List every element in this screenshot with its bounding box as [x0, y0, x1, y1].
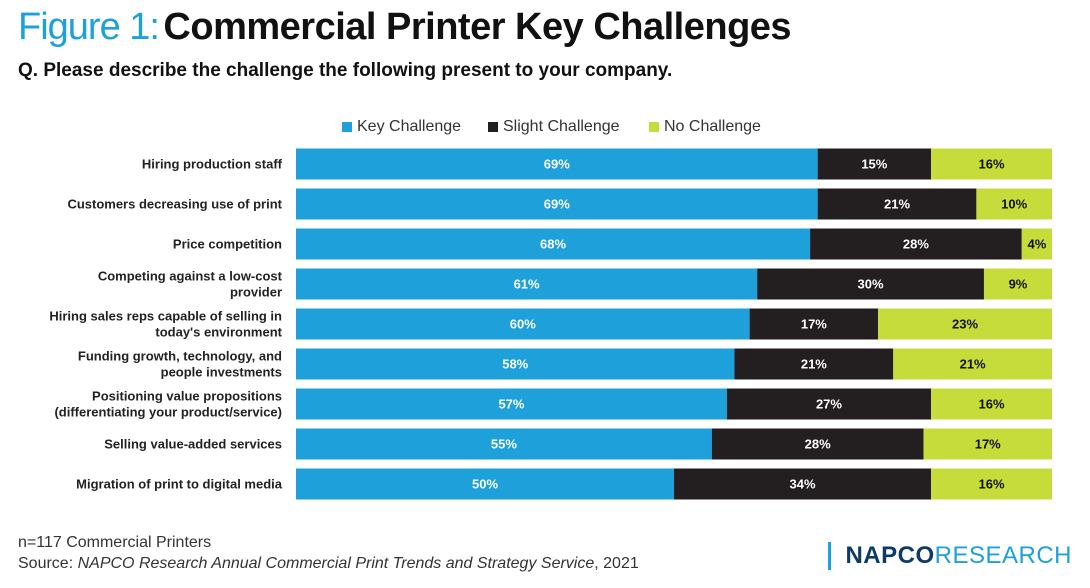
- bar-segment-slight: [810, 228, 1022, 260]
- bar-segment-key: [296, 348, 735, 380]
- figure-label: Figure 1:: [18, 6, 160, 48]
- category-label: Hiring sales reps capable of selling in t…: [49, 309, 282, 340]
- legend-swatch-none: [649, 122, 659, 132]
- data-label-slight: 21%: [801, 357, 827, 372]
- category-label: Price competition: [173, 237, 282, 252]
- logo-divider: [828, 542, 832, 570]
- figure-title: Figure 1: Commercial Printer Key Challen…: [18, 6, 792, 49]
- source-title: NAPCO Research Annual Commercial Print T…: [77, 555, 595, 572]
- category-label: Competing against a low-cost provider: [98, 269, 283, 300]
- data-label-slight: 21%: [884, 197, 910, 212]
- data-label-none: 17%: [975, 437, 1001, 452]
- category-label: Funding growth, technology, and people in…: [78, 349, 282, 380]
- legend-label-slight: Slight Challenge: [503, 118, 620, 135]
- data-label-key: 57%: [498, 397, 524, 412]
- legend-label-key: Key Challenge: [357, 118, 462, 135]
- bar-segment-key: [296, 188, 818, 220]
- logo-text-research: RESEARCH: [934, 542, 1072, 569]
- stacked-bar-chart: Hiring production staff 69% 15% 16% Customer…: [49, 148, 1052, 500]
- bar-segment-none: [893, 348, 1052, 380]
- bar-segment-none: [878, 308, 1052, 340]
- data-label-slight: 34%: [790, 477, 816, 492]
- data-label-none: 10%: [1001, 197, 1027, 212]
- data-label-slight: 28%: [903, 237, 929, 252]
- bar-segment-none: [1021, 228, 1052, 260]
- category-label: Selling value-added services: [104, 437, 282, 452]
- data-label-key: 69%: [544, 197, 570, 212]
- bar-segment-slight: [674, 468, 932, 500]
- chart-legend: Key Challenge Slight Challenge No Challe…: [0, 118, 1090, 138]
- bar-segment-slight: [726, 388, 932, 420]
- sample-size-note: n=117 Commercial Printers: [18, 534, 212, 551]
- bar-segment-none: [931, 388, 1052, 420]
- data-label-none: 16%: [979, 397, 1005, 412]
- bar-segment-none: [923, 428, 1052, 460]
- bar-segment-slight: [757, 268, 984, 300]
- legend-item-none: No Challenge: [649, 118, 761, 136]
- bar-segment-none: [983, 268, 1052, 300]
- source-suffix: , 2021: [594, 555, 639, 572]
- bar-segment-none: [931, 148, 1052, 180]
- legend-swatch-slight: [488, 122, 498, 132]
- bar-segment-key: [296, 308, 750, 340]
- bar-segment-key: [296, 428, 712, 460]
- data-label-none: 23%: [952, 317, 978, 332]
- data-label-none: 16%: [979, 477, 1005, 492]
- bar-segment-none: [931, 468, 1052, 500]
- bar-segment-key: [296, 468, 674, 500]
- data-label-key: 69%: [544, 157, 570, 172]
- data-label-slight: 30%: [858, 277, 884, 292]
- category-label: Hiring production staff: [142, 157, 283, 172]
- bar-segment-key: [296, 388, 727, 420]
- data-label-key: 60%: [510, 317, 536, 332]
- source-note: Source: NAPCO Research Annual Commercial…: [18, 555, 639, 573]
- data-label-none: 4%: [1027, 237, 1046, 252]
- data-label-none: 9%: [1009, 277, 1028, 292]
- data-label-slight: 27%: [816, 397, 842, 412]
- bar-segment-key: [296, 148, 818, 180]
- legend-swatch-key: [342, 122, 352, 132]
- napco-research-logo: NAPCORESEARCH: [828, 540, 1072, 572]
- bar-segment-key: [296, 268, 758, 300]
- logo-text-napco: NAPCO: [845, 542, 935, 569]
- category-label: Customers decreasing use of print: [67, 197, 282, 212]
- chart-title: Commercial Printer Key Challenges: [163, 6, 792, 48]
- data-label-slight: 28%: [805, 437, 831, 452]
- bar-segment-slight: [749, 308, 879, 340]
- data-label-key: 61%: [514, 277, 540, 292]
- data-label-slight: 17%: [801, 317, 827, 332]
- data-label-key: 68%: [540, 237, 566, 252]
- legend-item-key: Key Challenge: [342, 118, 461, 136]
- data-label-none: 21%: [960, 357, 986, 372]
- bar-segment-none: [976, 188, 1052, 220]
- source-prefix: Source:: [18, 555, 78, 572]
- bar-segment-key: [296, 228, 811, 260]
- data-label-none: 16%: [979, 157, 1005, 172]
- category-label: Migration of print to digital media: [76, 477, 283, 492]
- data-label-slight: 15%: [861, 157, 887, 172]
- bar-segment-slight: [734, 348, 894, 380]
- bar-segment-slight: [817, 148, 932, 180]
- legend-item-slight: Slight Challenge: [488, 118, 620, 136]
- survey-question: Q. Please describe the challenge the fol…: [18, 60, 673, 81]
- bar-segment-slight: [711, 428, 924, 460]
- legend-label-none: No Challenge: [664, 118, 761, 135]
- data-label-key: 55%: [491, 437, 517, 452]
- category-label: Positioning value propositions (different…: [54, 389, 282, 420]
- data-label-key: 58%: [502, 357, 528, 372]
- data-label-key: 50%: [472, 477, 498, 492]
- bar-segment-slight: [817, 188, 977, 220]
